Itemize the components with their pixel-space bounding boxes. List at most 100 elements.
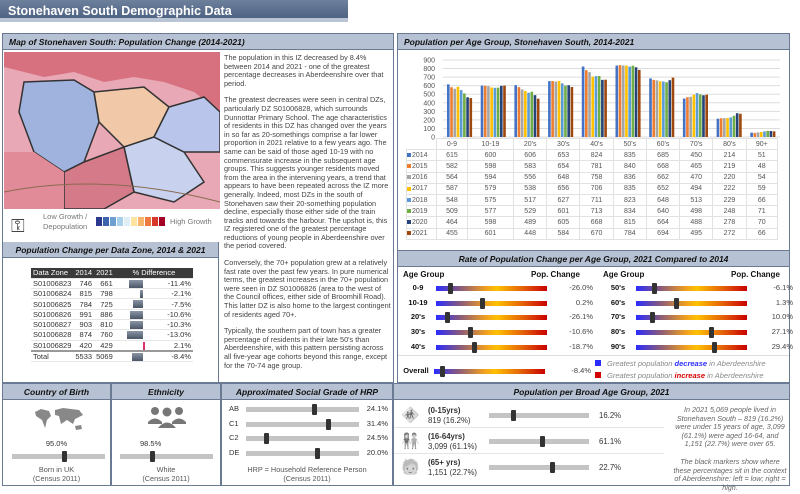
- data-label: 583: [513, 160, 548, 173]
- cell: 784: [73, 298, 95, 310]
- bar-2018-30's: [560, 83, 564, 137]
- social-grade-row: C2 24.5%: [222, 433, 392, 445]
- broad-slider: [489, 410, 589, 421]
- ethnicity-label: White: [156, 465, 176, 474]
- bar-2015-50's: [618, 65, 622, 137]
- grade-slider: [246, 418, 359, 430]
- data-label: 598: [466, 160, 515, 173]
- data-label: 605: [546, 216, 581, 229]
- series-name: 2018: [412, 196, 428, 204]
- data-label: 219: [712, 160, 747, 173]
- diff-value: 2.1%: [173, 340, 191, 350]
- bar-2021-10-19: [503, 85, 506, 137]
- rate-slider: [636, 283, 747, 294]
- birth-title: Country of Birth: [3, 384, 110, 400]
- legend-high-label: High Growth: [170, 217, 212, 226]
- ethnicity-title: Ethnicity: [112, 384, 220, 400]
- map-panel-title: Map of Stonehaven South: Population Chan…: [3, 34, 393, 50]
- data-label: 214: [712, 149, 747, 162]
- table-row: S01006829 420 429 2.1%: [31, 340, 193, 352]
- bar-2017-10-19: [490, 87, 493, 137]
- legend-low-label: Low Growth / Depopulation: [43, 212, 88, 231]
- rate-slider: [636, 341, 747, 353]
- rate-title: Rate of Population Change per Age Group,…: [398, 251, 789, 267]
- data-label: 587: [436, 182, 468, 195]
- social-source: (Census 2011): [283, 473, 331, 483]
- data-label: 653: [546, 149, 581, 162]
- bar-2016-40's: [588, 72, 591, 137]
- cell: 815: [73, 288, 95, 300]
- grade-value: 31.4%: [366, 418, 388, 428]
- table-row: S01006823 746 661 -11.4%: [31, 278, 193, 290]
- social-grade-row: C1 31.4%: [222, 418, 392, 431]
- broad-age-row: 👫 (16-64yrs) 3,099 (61.1%) 61.1%: [394, 430, 664, 454]
- bar-2015-20's: [517, 87, 521, 137]
- bar-2018-60's: [662, 81, 665, 137]
- rate-slider: [636, 327, 747, 339]
- bar-2020-40's: [601, 79, 604, 137]
- bar-2018-50's: [628, 66, 631, 137]
- bar-2020-50's: [634, 67, 638, 137]
- cell: S01006824: [31, 288, 74, 300]
- slider-marker: [311, 404, 317, 415]
- bar-2019-80's: [732, 115, 736, 137]
- bar-2021-20's: [536, 98, 540, 137]
- y-tick-label: 800: [423, 66, 435, 73]
- data-label: 694: [645, 227, 681, 240]
- legend-swatch: [407, 208, 411, 213]
- rate-row: 90's 29.4%: [603, 341, 793, 354]
- data-label: 656: [546, 182, 581, 195]
- pct-diff-cell: -10.6%: [114, 309, 193, 320]
- data-label: 835: [612, 182, 647, 195]
- broad-slider: [489, 462, 589, 473]
- data-label: 601: [466, 227, 515, 240]
- rate-slider: [636, 312, 747, 324]
- data-label: 834: [612, 205, 647, 218]
- bar-2021-70's: [705, 94, 708, 137]
- legend-entry: 2018: [406, 193, 437, 207]
- cell: S01006823: [31, 278, 74, 290]
- age-label: 70's: [610, 312, 626, 322]
- bar-2016-20's: [520, 89, 524, 137]
- broad-age-row: 🧓 (65+ yrs) 1,151 (22.7%) 22.7%: [394, 456, 664, 480]
- legend-text: in Aberdeenshire: [705, 371, 764, 380]
- data-label: 517: [513, 193, 548, 207]
- broad-note: In 2021 5,069 people lived in Stonehaven…: [675, 405, 785, 449]
- slider-marker: [315, 447, 321, 459]
- data-label: 465: [679, 160, 714, 173]
- slider-marker: [479, 297, 485, 309]
- age-label: Overall: [403, 366, 429, 375]
- slider-marker: [471, 341, 477, 353]
- legend-swatch: [131, 217, 137, 226]
- x-tick-label: 70's: [679, 137, 714, 151]
- age-group-chart-panel: Population per Age Group, Stonehaven Sou…: [397, 33, 790, 251]
- change-value: 27.1%: [771, 327, 793, 337]
- slider-marker: [264, 433, 270, 444]
- data-label: 840: [612, 160, 647, 173]
- legend-swatch: [124, 217, 130, 226]
- change-value: 1.3%: [775, 297, 793, 307]
- y-tick-label: 600: [423, 83, 435, 90]
- population-change-map[interactable]: [4, 52, 220, 209]
- slider-marker: [326, 418, 332, 430]
- series-row: 2020 464 598 489 605 668 815 664 488 278 70: [406, 216, 779, 229]
- data-label: 222: [712, 182, 747, 195]
- bar-2019-20's: [530, 91, 534, 137]
- slider-marker: [651, 283, 657, 294]
- legend-text: increase: [674, 371, 705, 380]
- age-label: 90's: [610, 341, 626, 351]
- cell: 991: [73, 309, 95, 320]
- slider-marker: [448, 283, 454, 294]
- bar-2017-20's: [524, 90, 527, 137]
- bar-2019-30's: [564, 85, 567, 137]
- data-label: 654: [546, 160, 581, 173]
- narrative-p2: The greatest decreases were seen in cent…: [224, 95, 389, 251]
- slider-marker: [439, 366, 445, 377]
- diff-bar: [142, 341, 145, 350]
- data-label: 66: [745, 227, 779, 240]
- rate-slider: [436, 327, 547, 339]
- pop-change-header: Pop. Change: [531, 270, 580, 279]
- data-label: 494: [679, 182, 714, 195]
- x-tick-label: 90+: [745, 137, 779, 151]
